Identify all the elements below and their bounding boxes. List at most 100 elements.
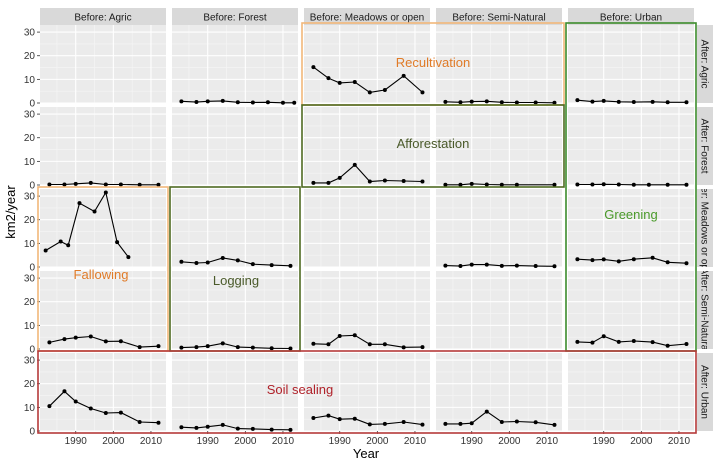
data-point — [194, 260, 199, 265]
x-tick-label: 1990 — [197, 436, 220, 447]
data-point — [103, 411, 108, 416]
data-point — [77, 201, 82, 206]
data-point — [484, 182, 489, 187]
data-point — [326, 342, 331, 347]
x-tick-label: 1990 — [461, 436, 484, 447]
y-tick-label: 0 — [29, 181, 35, 192]
panel-background — [172, 353, 298, 431]
data-point — [126, 255, 131, 260]
data-point — [650, 340, 655, 345]
series-line — [313, 164, 423, 184]
panel-background — [436, 271, 562, 349]
data-point — [62, 337, 67, 342]
annotation-label: Greening — [604, 207, 657, 222]
y-tick-label: 10 — [24, 75, 36, 86]
data-point — [499, 420, 504, 425]
data-point — [575, 98, 580, 103]
data-point — [590, 340, 595, 345]
chart-panels — [40, 25, 694, 432]
row-strip-label: After: Agric — [699, 40, 710, 89]
data-point — [352, 416, 357, 421]
y-tick-label: 20 — [24, 215, 36, 226]
panel-background — [40, 353, 166, 431]
panel-background — [436, 353, 562, 431]
data-point — [382, 342, 387, 347]
x-tick-label: 1990 — [593, 436, 616, 447]
data-point — [118, 182, 123, 187]
data-point — [443, 263, 448, 268]
data-point — [179, 425, 184, 430]
data-point — [288, 263, 293, 268]
data-point — [616, 99, 621, 104]
panel-r0-c4 — [568, 25, 694, 105]
data-point — [194, 100, 199, 105]
data-point — [205, 424, 210, 429]
data-point — [665, 100, 670, 105]
panel-background — [172, 107, 298, 185]
x-tick-label: 2000 — [498, 436, 521, 447]
panel-background — [40, 189, 166, 267]
panel-background — [40, 271, 166, 349]
column-strip — [172, 8, 298, 25]
data-point — [665, 343, 670, 348]
data-point — [269, 346, 274, 351]
column-strip-label: Before: Urban — [600, 13, 662, 24]
y-tick-label: 30 — [24, 192, 36, 203]
data-point — [552, 264, 557, 269]
data-point — [62, 182, 67, 187]
data-point — [337, 175, 342, 180]
data-point — [665, 182, 670, 187]
column-strip — [40, 8, 166, 25]
data-point — [631, 338, 636, 343]
data-point — [552, 100, 557, 105]
data-point — [590, 258, 595, 263]
data-point — [326, 76, 331, 81]
data-point — [73, 181, 78, 186]
panel-background — [172, 271, 298, 349]
data-point — [458, 264, 463, 269]
y-tick-label: 0 — [29, 427, 35, 438]
data-point — [205, 260, 210, 265]
data-point — [420, 90, 425, 95]
panel-r2-c0 — [40, 189, 166, 268]
data-point — [367, 90, 372, 95]
row-strip — [697, 107, 713, 185]
data-point — [514, 263, 519, 268]
data-point — [118, 339, 123, 344]
row-strip-label: After: Semi-Natural — [699, 267, 710, 352]
data-point — [220, 341, 225, 346]
column-strip-label: Before: Semi-Natural — [452, 13, 545, 24]
series-line — [313, 334, 423, 348]
panel-background — [304, 107, 430, 185]
data-point — [665, 260, 670, 265]
panel-r0-c0 — [40, 25, 166, 104]
data-point — [92, 209, 97, 214]
data-point — [646, 182, 651, 187]
annotation-box — [37, 350, 697, 434]
data-point — [47, 404, 52, 409]
data-point — [382, 178, 387, 183]
data-point — [575, 339, 580, 344]
data-point — [420, 422, 425, 427]
data-point — [265, 100, 270, 105]
data-point — [401, 73, 406, 78]
annotation-label: Recultivation — [396, 55, 470, 70]
x-tick-label: 2010 — [536, 436, 559, 447]
data-point — [601, 257, 606, 262]
y-tick-label: 20 — [24, 133, 36, 144]
panel-r1-c1 — [172, 107, 298, 186]
y-tick-label: 10 — [24, 321, 36, 332]
data-point — [311, 65, 316, 70]
panel-r0-c1 — [172, 25, 298, 105]
data-point — [684, 342, 689, 347]
row-strip — [697, 25, 713, 103]
data-point — [73, 335, 78, 340]
panel-background — [568, 107, 694, 185]
data-point — [469, 99, 474, 104]
y-tick-label: 10 — [24, 239, 36, 250]
data-point — [552, 182, 557, 187]
data-point — [311, 416, 316, 420]
y-tick-label: 20 — [24, 51, 36, 62]
data-point — [250, 100, 255, 105]
data-point — [590, 182, 595, 187]
